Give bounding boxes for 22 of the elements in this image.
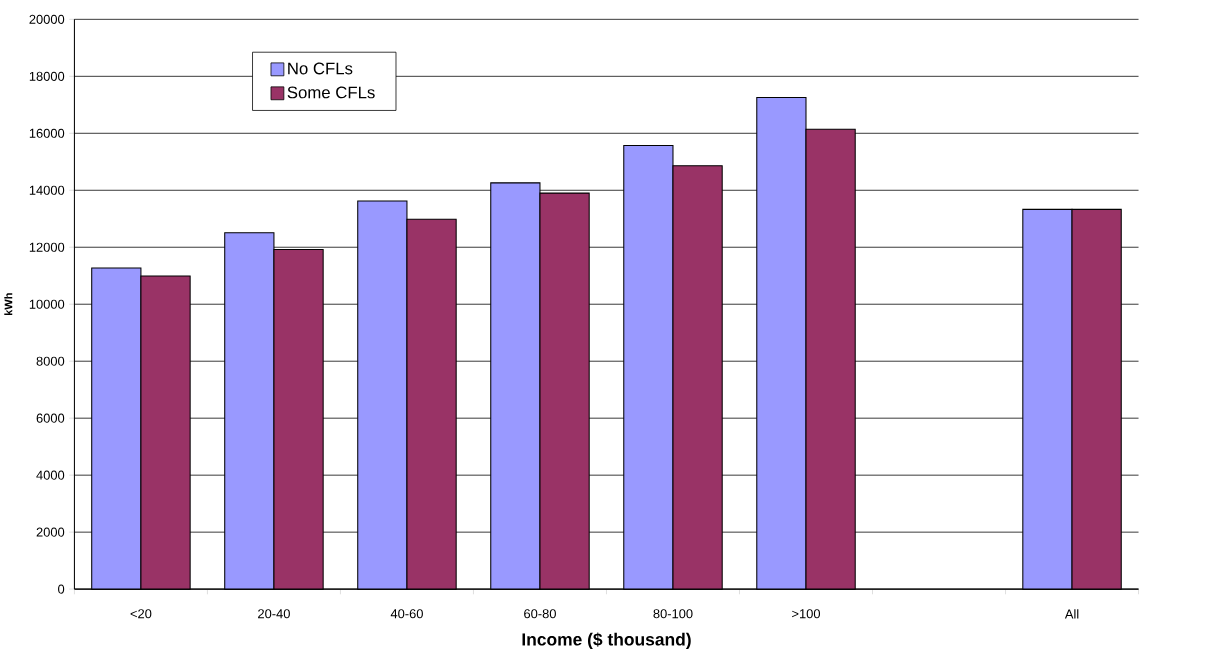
x-tick-label: >100	[792, 609, 821, 619]
y-tick-label: 20000	[29, 14, 65, 25]
x-tick-label: 60-80	[524, 609, 556, 619]
legend-label: No CFLs	[288, 62, 353, 75]
y-tick-label: 12000	[29, 242, 65, 252]
x-tick-label: All	[1064, 609, 1079, 619]
y-tick-label: 10000	[29, 299, 65, 309]
y-tick-label: 16000	[29, 128, 65, 139]
y-axis-title: kWh	[4, 293, 13, 316]
x-tick-label: 40-60	[390, 609, 423, 619]
y-tick-label: 18000	[29, 71, 65, 82]
y-tick-label: 0	[58, 584, 65, 594]
y-tick-label: 2000	[36, 527, 65, 537]
y-tick-label: 8000	[36, 356, 65, 366]
x-tick-label: 80-100	[653, 609, 693, 619]
x-axis-title: Income ($ thousand)	[522, 632, 691, 650]
y-tick-label: 14000	[29, 185, 65, 195]
legend-label: Some CFLs	[287, 86, 375, 99]
y-tick-label: 4000	[36, 470, 65, 480]
y-tick-label: 6000	[36, 413, 65, 423]
x-tick-label: <20	[130, 609, 152, 619]
x-tick-label: 20-40	[258, 609, 290, 619]
